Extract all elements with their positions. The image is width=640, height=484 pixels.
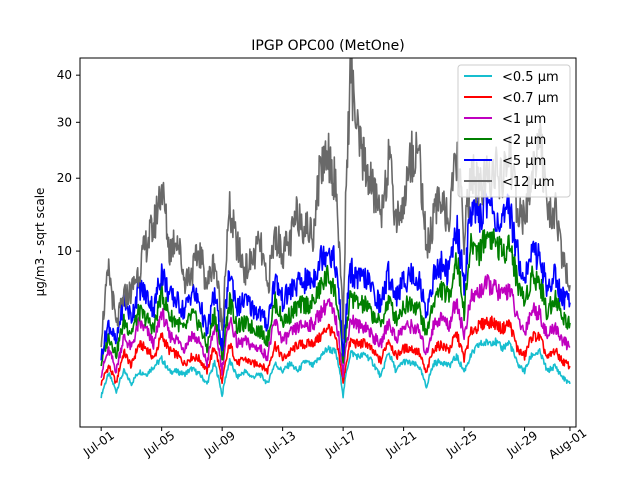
series-line [100,315,571,386]
y-tick-label: 40 [57,68,72,82]
legend-label: <5 µm [502,154,546,169]
legend-label: <0.5 µm [502,70,559,85]
y-axis-label: µg/m3 - sqrt scale [33,188,47,297]
chart-title: IPGP OPC00 (MetOne) [251,38,404,54]
legend-label: <2 µm [502,133,546,148]
x-tick-label: Aug-01 [546,426,589,462]
series-line [100,337,571,399]
x-tick-label: Jul-05 [141,428,178,460]
legend-label: <0.7 µm [502,91,559,106]
series-line [100,273,571,378]
x-tick-label: Jul-17 [322,428,359,460]
legend-label: <1 µm [502,112,546,127]
y-tick-label: 30 [57,115,72,129]
plot-frame [79,57,577,428]
x-tick-label: Jul-25 [443,428,480,460]
x-tick-label: Jul-21 [383,428,420,460]
x-tick-label: Jul-01 [80,428,117,460]
legend: <0.5 µm <0.7 µm <1 µm <2 µm <5 µm <12 µm [457,64,571,198]
y-tick-label: 20 [57,171,72,185]
series-layer [100,58,571,399]
y-tick-label: 10 [57,244,72,258]
legend-label: <12 µm [502,175,555,190]
x-tick-label: Jul-13 [262,428,299,460]
series-line [100,228,571,367]
x-tick-label: Jul-29 [503,428,540,460]
x-tick-label: Jul-09 [201,428,238,460]
